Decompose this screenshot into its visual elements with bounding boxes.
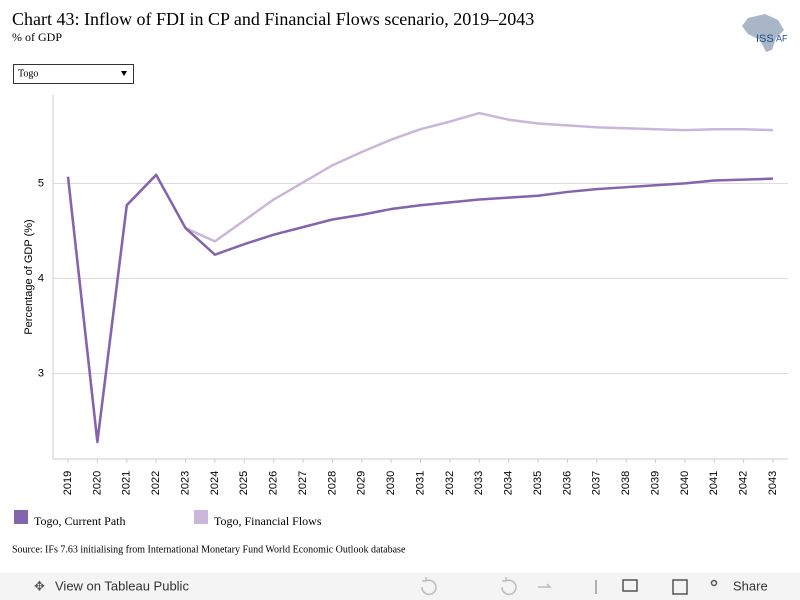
- chart-subtitle: % of GDP: [12, 30, 62, 44]
- dropdown-box[interactable]: [13, 64, 134, 84]
- y-tick-label: 5: [38, 177, 44, 189]
- share-button[interactable]: Share: [733, 578, 768, 593]
- x-tick-label: 2019: [62, 471, 74, 495]
- x-tick-label: 2032: [444, 471, 456, 495]
- series-line: [66, 111, 774, 444]
- y-tick-label: 3: [38, 367, 44, 379]
- x-tick-label: 2031: [414, 471, 426, 495]
- fullscreen-icon[interactable]: [672, 579, 688, 595]
- x-tick-label: 2024: [209, 471, 221, 495]
- download-icon[interactable]: [622, 579, 638, 592]
- x-tick-label: 2021: [121, 471, 133, 495]
- x-tick-label: 2040: [679, 471, 691, 495]
- view-icon[interactable]: ✥: [34, 578, 45, 593]
- share-icon[interactable]: [710, 579, 718, 587]
- view-link[interactable]: View on Tableau Public: [55, 578, 189, 593]
- x-tick-label: 2035: [532, 471, 544, 495]
- dropdown-value[interactable]: Togo: [18, 68, 38, 79]
- logo-text: ISS: [756, 33, 774, 45]
- legend-swatch: [14, 510, 28, 524]
- toolbar-icons: [421, 577, 597, 596]
- y-axis-label: Percentage of GDP (%): [23, 219, 35, 334]
- x-tick-label: 2036: [561, 471, 573, 495]
- legend-label: Togo, Current Path: [34, 514, 125, 528]
- logo-suffix: AF: [776, 33, 788, 43]
- x-tick-label: 2033: [473, 471, 485, 495]
- x-tick-label: 2020: [91, 471, 103, 495]
- x-tick-label: 2041: [708, 471, 720, 495]
- logo: ISS AF: [742, 14, 788, 52]
- x-tick-label: 2030: [385, 471, 397, 495]
- revert-icon[interactable]: [501, 577, 517, 596]
- x-tick-label: 2022: [150, 471, 162, 495]
- x-tick-label: 2039: [649, 471, 661, 495]
- x-tick-label: 2037: [591, 471, 603, 495]
- series-line: [66, 173, 774, 444]
- toolbar: [0, 573, 800, 600]
- x-tick-label: 2042: [738, 471, 750, 495]
- y-tick-label: 4: [38, 272, 44, 284]
- redo-icon[interactable]: [538, 583, 552, 588]
- legend-label: Togo, Financial Flows: [214, 514, 322, 528]
- filter-dropdown[interactable]: Togo: [13, 64, 134, 84]
- x-tick-label: 2028: [326, 471, 338, 495]
- logo-shape: [742, 14, 784, 52]
- x-tick-label: 2043: [767, 471, 779, 495]
- dropdown-arrow[interactable]: [121, 71, 127, 76]
- x-tick-label: 2034: [503, 471, 515, 495]
- x-tick-label: 2029: [356, 471, 368, 495]
- undo-icon[interactable]: [421, 577, 437, 596]
- source: Source: IFs 7.63 initialising from Inter…: [12, 544, 406, 555]
- x-tick-label: 2025: [238, 471, 250, 495]
- x-tick-label: 2026: [268, 471, 280, 495]
- view-button[interactable]: ✥ View on Tableau Public: [34, 578, 189, 593]
- legend-swatch: [194, 510, 208, 524]
- chart-title: Chart 43: Inflow of FDI in CP and Financ…: [12, 9, 534, 29]
- x-tick-label: 2038: [620, 471, 632, 495]
- x-tick-label: 2027: [297, 471, 309, 495]
- x-tick-label: 2023: [179, 471, 191, 495]
